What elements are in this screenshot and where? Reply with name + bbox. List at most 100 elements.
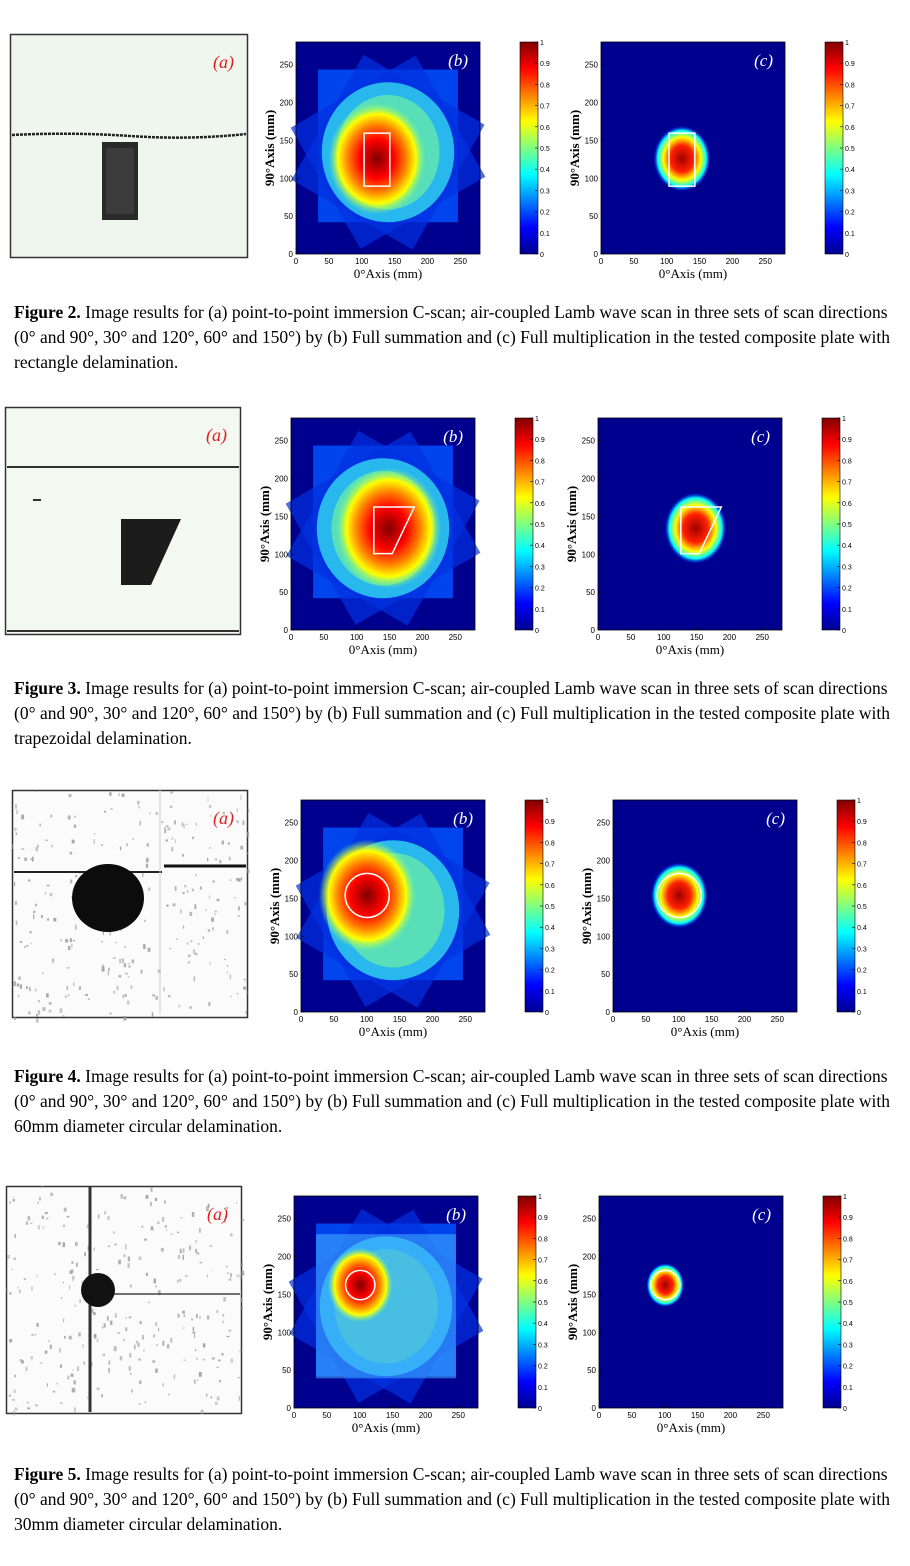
cscan-noise: [172, 903, 176, 907]
cscan-noise: [9, 1292, 12, 1295]
cscan-noise: [154, 1285, 158, 1288]
x-tick-label: 50: [626, 633, 635, 642]
cscan-noise: [144, 1401, 146, 1404]
cscan-noise: [179, 1248, 182, 1254]
cscan-noise: [208, 1002, 211, 1007]
cscan-noise: [211, 1357, 215, 1360]
cscan-noise: [189, 1006, 192, 1009]
defect-outline: [344, 1269, 376, 1301]
y-axis-label: 90°Axis (mm): [267, 868, 282, 944]
cscan-noise: [72, 939, 75, 942]
cscan-noise: [161, 821, 164, 823]
cscan-noise: [118, 1259, 121, 1265]
colorbar-tick-label: 1: [843, 1194, 847, 1201]
cscan-noise: [119, 958, 122, 964]
cscan-noise: [143, 919, 146, 922]
cscan-noise: [129, 1284, 132, 1288]
colorbar-tick-label: 0.9: [540, 61, 550, 68]
x-tick-label: 150: [383, 633, 397, 642]
cscan-noise: [53, 917, 57, 922]
y-axis-label: 90°Axis (mm): [567, 110, 582, 186]
x-tick-label: 200: [416, 633, 430, 642]
panel-c-full-multiplication: 0 50 100 150 200 250 0 50 100 150 200 250 0°Axis (mm…: [577, 792, 877, 1042]
cscan-noise: [24, 946, 26, 949]
x-tick-label: 0: [596, 633, 601, 642]
cscan-noise: [28, 879, 31, 882]
cscan-noise: [193, 1334, 196, 1339]
cscan-noise: [245, 1011, 247, 1014]
cscan-noise: [31, 856, 34, 862]
cscan-noise: [84, 1252, 86, 1257]
cscan-noise: [139, 1320, 142, 1325]
cscan-noise: [214, 858, 218, 861]
cscan-noise: [9, 1201, 11, 1205]
cscan-noise: [53, 1273, 56, 1276]
colorbar-tick-label: 1: [545, 798, 549, 805]
cscan-noise: [67, 967, 70, 969]
y-tick-label: 50: [279, 588, 288, 597]
cscan-scan-line: [11, 132, 247, 139]
cscan-noise: [192, 1331, 196, 1334]
y-tick-label: 200: [583, 1253, 597, 1262]
colorbar-tick-label: 1: [845, 40, 849, 47]
cscan-noise: [29, 986, 31, 992]
cscan-noise: [73, 982, 75, 987]
colorbar-tick-label: 0.5: [857, 904, 867, 911]
cscan-noise: [120, 1194, 123, 1199]
cscan-noise: [141, 1225, 144, 1228]
cscan-noise: [30, 1222, 33, 1225]
colorbar-tick-label: 0.5: [845, 146, 855, 153]
panel-a-cscan: (a): [9, 33, 249, 259]
cscan-noise: [78, 1332, 81, 1337]
cscan-noise: [42, 972, 44, 975]
colorbar-tick-label: 0.9: [843, 1215, 853, 1222]
colorbar-tick-label: 0.1: [845, 231, 855, 238]
defect-outline: [344, 872, 391, 919]
cscan-noise: [165, 825, 169, 827]
plot-frame: [290, 417, 476, 631]
cscan-noise: [178, 1279, 182, 1282]
colorbar-tick-label: 0.8: [857, 840, 867, 847]
cscan-noise: [72, 1279, 74, 1282]
x-tick-label: 0: [289, 633, 294, 642]
cscan-noise: [72, 1275, 75, 1280]
figure-2-caption: Figure 2. Image results for (a) point-to…: [14, 302, 891, 372]
cscan-noise: [189, 1245, 192, 1251]
y-tick-label: 200: [278, 1253, 292, 1262]
cscan-noise: [151, 1012, 154, 1017]
cscan-noise: [15, 804, 17, 809]
cscan-noise: [70, 879, 73, 884]
colorbar-tick-label: 0.3: [842, 564, 852, 571]
x-tick-label: 150: [388, 257, 402, 266]
cscan-noise: [38, 999, 40, 1003]
cscan-noise: [210, 1396, 213, 1399]
cscan-noise: [119, 1356, 123, 1361]
colorbar-tick-label: 0.8: [545, 840, 555, 847]
cscan-noise: [128, 965, 131, 968]
cscan-noise: [103, 810, 107, 813]
x-axis-label: 0°Axis (mm): [671, 1024, 739, 1039]
cscan-noise: [240, 795, 242, 800]
cscan-noise: [62, 1242, 66, 1248]
cscan-noise: [225, 1265, 228, 1268]
colorbar-tick-label: 0: [538, 1406, 542, 1413]
cscan-noise: [37, 1010, 41, 1015]
cscan-noise: [109, 930, 112, 936]
cscan-noise: [51, 958, 55, 963]
delamination-hotspot: [650, 862, 708, 929]
x-tick-label: 250: [756, 633, 770, 642]
cscan-noise: [96, 1387, 100, 1390]
cscan-noise: [148, 1301, 150, 1304]
colorbar-tick-label: 1: [842, 416, 846, 423]
plot-frame: [612, 799, 798, 1013]
y-tick-label: 200: [285, 857, 299, 866]
x-tick-label: 100: [355, 257, 369, 266]
cscan-noise: [122, 958, 124, 964]
cscan-noise: [139, 1380, 142, 1385]
y-tick-label: 200: [582, 475, 596, 484]
y-tick-label: 0: [284, 626, 289, 635]
colorbar-tick-label: 0.8: [845, 82, 855, 89]
colorbar-tick-label: 0.2: [535, 586, 545, 593]
cscan-noise: [73, 1380, 76, 1385]
plot-frame: [295, 41, 481, 255]
